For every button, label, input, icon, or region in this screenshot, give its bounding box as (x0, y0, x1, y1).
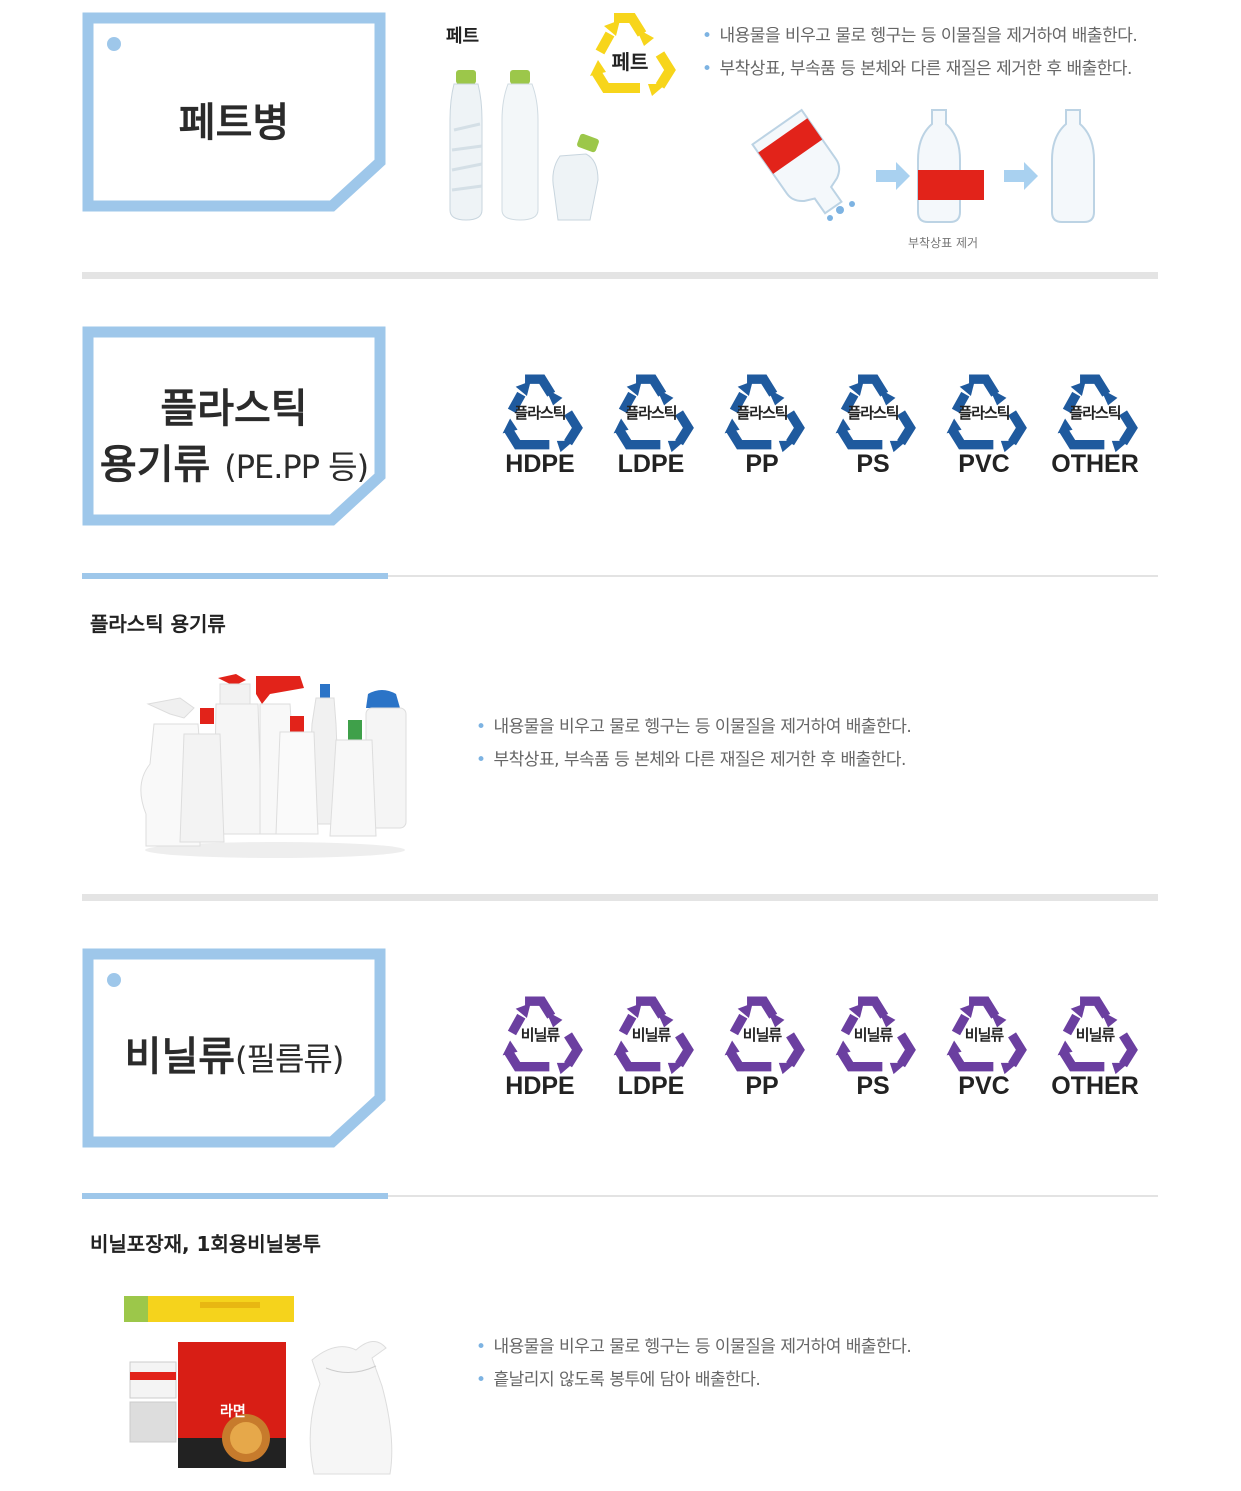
list-item: 부착상표, 부속품 등 본체와 다른 재질은 제거한 후 배출한다. (476, 744, 911, 777)
vinyl-title-sub: (필름류) (235, 1040, 344, 1078)
symbol-text: 비닐류 (1075, 1026, 1115, 1044)
symbol-text: 플라스틱 (1069, 404, 1121, 422)
resin-code: HDPE (505, 450, 575, 478)
resin-code: OTHER (1051, 1072, 1139, 1100)
list-item: 내용물을 비우고 물로 헹구는 등 이물질을 제거하여 배출한다. (476, 1331, 912, 1364)
bullet-dot (107, 37, 121, 51)
pet-bullets: 내용물을 비우고 물로 헹구는 등 이물질을 제거하여 배출한다. 부착상표, … (702, 20, 1138, 86)
plastic-symbol-pp: 플라스틱 PP (714, 368, 810, 479)
plastic-symbol-ldpe: 플라스틱 LDPE (603, 368, 699, 479)
vinyl-bullets: 내용물을 비우고 물로 헹구는 등 이물질을 제거하여 배출한다. 흩날리지 않… (476, 1331, 912, 1397)
resin-code: PS (856, 1072, 890, 1100)
symbol-text: 비닐류 (631, 1026, 671, 1044)
plastic-symbol-pvc: 플라스틱 PVC (936, 368, 1032, 479)
resin-code: LDPE (617, 450, 685, 478)
vinyl-category-box: 비닐류(필름류) (82, 948, 386, 1148)
plastic-containers-image (140, 674, 407, 858)
symbol-text: 비닐류 (520, 1026, 560, 1044)
plastic-title-main: 용기류 (99, 442, 211, 488)
pet-photo-label: 페트 (446, 26, 480, 47)
vinyl-title: 비닐류(필름류) (82, 1024, 386, 1082)
vinyl-title-main: 비닐류 (124, 1034, 236, 1080)
pet-recycle-symbol: 페트 (584, 6, 676, 102)
section-divider (82, 272, 1158, 279)
vinyl-symbol-ps: 비닐류 PS (825, 990, 921, 1101)
step-caption: 부착상표 제거 (908, 236, 979, 250)
vinyl-subhead: 비닐포장재, 1회용비닐봉투 (90, 1232, 321, 1256)
plastic-symbol-hdpe: 플라스틱 HDPE (492, 368, 588, 479)
plastic-category-box: 플라스틱 용기류 (PE.PP 등) (82, 326, 386, 526)
plastic-symbol-other: 플라스틱 OTHER (1047, 368, 1143, 479)
resin-code: OTHER (1051, 450, 1139, 478)
list-item: 흩날리지 않도록 봉투에 담아 배출한다. (476, 1364, 911, 1397)
symbol-text: 비닐류 (964, 1026, 1004, 1044)
symbol-text: 플라스틱 (514, 404, 566, 422)
resin-code: PS (856, 450, 890, 478)
accent-divider (82, 1193, 388, 1199)
section-divider (82, 1195, 1158, 1197)
section-divider (82, 575, 1158, 577)
arrow-right-icon (1004, 162, 1038, 190)
plastic-subhead: 플라스틱 용기류 (90, 612, 226, 636)
ramen-label: 라면 (220, 1403, 246, 1420)
resin-code: LDPE (617, 1072, 685, 1100)
symbol-text: 플라스틱 (847, 404, 899, 422)
vinyl-symbol-hdpe: 비닐류 HDPE (492, 990, 588, 1101)
pet-bottles-image (449, 70, 599, 221)
resin-code: PP (745, 450, 779, 478)
resin-code: PP (745, 1072, 779, 1100)
pet-title: 페트병 (178, 100, 290, 146)
pet-symbol-text: 페트 (611, 50, 649, 74)
symbol-text: 비닐류 (853, 1026, 893, 1044)
symbol-text: 플라스틱 (625, 404, 677, 422)
vinyl-symbol-ldpe: 비닐류 LDPE (603, 990, 699, 1101)
pet-category-box: 페트병 (82, 12, 386, 212)
list-item: 내용물을 비우고 물로 헹구는 등 이물질을 제거하여 배출한다. (702, 20, 1138, 53)
resin-code: PVC (958, 1072, 1010, 1100)
label-removal-steps (751, 108, 1095, 223)
vinyl-symbol-pp: 비닐류 PP (714, 990, 810, 1101)
vinyl-packaging-image: 라면 (124, 1296, 393, 1475)
accent-divider (82, 573, 388, 579)
symbol-text: 플라스틱 (958, 404, 1010, 422)
bullet-dot (107, 973, 121, 987)
resin-code: HDPE (505, 1072, 575, 1100)
arrow-right-icon (876, 162, 910, 190)
section-divider (82, 894, 1158, 901)
symbol-text: 플라스틱 (736, 404, 788, 422)
plastic-symbol-ps: 플라스틱 PS (825, 368, 921, 479)
symbol-text: 비닐류 (742, 1026, 782, 1044)
resin-code: PVC (958, 450, 1010, 478)
list-item: 내용물을 비우고 물로 헹구는 등 이물질을 제거하여 배출한다. (476, 711, 912, 744)
list-item: 부착상표, 부속품 등 본체와 다른 재질은 제거한 후 배출한다. (702, 53, 1137, 86)
plastic-title-line2: 용기류 (PE.PP 등) (82, 432, 386, 490)
plastic-title-sub: (PE.PP 등) (224, 448, 369, 486)
plastic-title-line1: 플라스틱 (160, 386, 308, 432)
plastic-bullets: 내용물을 비우고 물로 헹구는 등 이물질을 제거하여 배출한다. 부착상표, … (476, 711, 912, 777)
vinyl-symbol-pvc: 비닐류 PVC (936, 990, 1032, 1101)
vinyl-symbol-other: 비닐류 OTHER (1047, 990, 1143, 1101)
